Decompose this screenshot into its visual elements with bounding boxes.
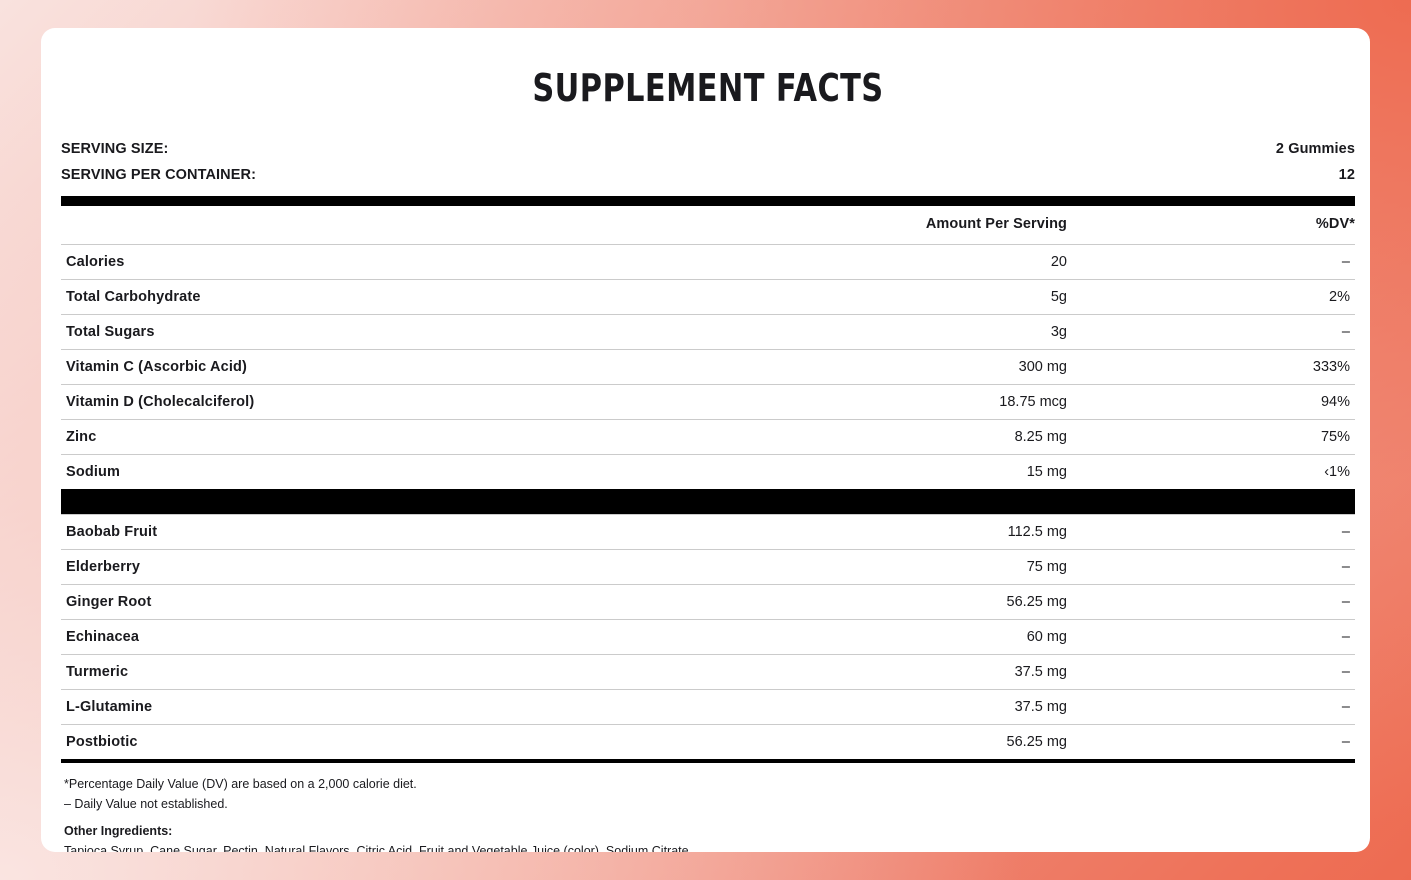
botanical-amount: 37.5 mg	[1014, 699, 1067, 715]
nutrients-table-head: Amount Per Serving %DV*	[61, 206, 1355, 245]
table-row: Turmeric 37.5 mg –	[61, 654, 1355, 690]
botanical-name: Baobab Fruit	[66, 524, 158, 540]
other-ingredients-heading: Other Ingredients:	[64, 824, 173, 838]
nutrient-dv: 333%	[1312, 359, 1350, 375]
column-header-amount: Amount Per Serving	[925, 216, 1067, 232]
serving-size-row: SERVING SIZE: 2 Gummies	[61, 136, 1355, 162]
nutrient-name: Total Carbohydrate	[66, 289, 201, 305]
column-header-name	[61, 206, 801, 245]
supplement-facts-card: SUPPLEMENT FACTS SERVING SIZE: 2 Gummies…	[41, 28, 1370, 852]
section-divider-rule	[61, 489, 1355, 514]
nutrient-name: Calories	[66, 254, 125, 270]
nutrient-amount: 18.75 mcg	[999, 394, 1067, 410]
nutrient-dv: 94%	[1320, 394, 1350, 410]
nutrient-dv: –	[1341, 254, 1350, 270]
table-row: Ginger Root 56.25 mg –	[61, 584, 1355, 620]
nutrient-amount: 15 mg	[1026, 464, 1067, 480]
botanical-dv: –	[1341, 559, 1350, 575]
botanical-dv: –	[1341, 629, 1350, 645]
nutrient-dv: 2%	[1329, 289, 1350, 305]
nutrient-name: Vitamin C (Ascorbic Acid)	[66, 359, 248, 375]
footnote-dv-not-established: – Daily Value not established.	[64, 797, 228, 811]
serving-size-value: 2 Gummies	[1275, 141, 1355, 157]
servings-per-container-row: SERVING PER CONTAINER: 12	[61, 162, 1355, 188]
botanical-name: Echinacea	[66, 629, 140, 645]
botanical-amount: 56.25 mg	[1006, 734, 1067, 750]
nutrient-name: Total Sugars	[66, 324, 155, 340]
column-header-row: Amount Per Serving %DV*	[61, 206, 1355, 245]
nutrient-dv: ‹1%	[1324, 464, 1350, 480]
table-row: Vitamin C (Ascorbic Acid) 300 mg 333%	[61, 349, 1355, 385]
table-row: Postbiotic 56.25 mg –	[61, 724, 1355, 760]
serving-info: SERVING SIZE: 2 Gummies SERVING PER CONT…	[61, 136, 1355, 188]
nutrient-name: Zinc	[66, 429, 97, 445]
nutrient-dv: –	[1341, 324, 1350, 340]
botanical-dv: –	[1341, 699, 1350, 715]
table-row: L-Glutamine 37.5 mg –	[61, 689, 1355, 725]
nutrient-name: Sodium	[66, 464, 121, 480]
botanicals-table-body: Baobab Fruit 112.5 mg – Elderberry 75 mg…	[61, 514, 1355, 760]
nutrient-amount: 20	[1050, 254, 1067, 270]
page-title: SUPPLEMENT FACTS	[532, 66, 884, 110]
table-closing-rule	[61, 759, 1355, 763]
botanical-amount: 75 mg	[1026, 559, 1067, 575]
servings-per-container-label: SERVING PER CONTAINER:	[61, 167, 257, 183]
nutrient-amount: 300 mg	[1018, 359, 1067, 375]
nutrient-dv: 75%	[1320, 429, 1350, 445]
botanical-amount: 60 mg	[1026, 629, 1067, 645]
botanical-dv: –	[1341, 664, 1350, 680]
botanical-dv: –	[1341, 524, 1350, 540]
nutrient-name: Vitamin D (Cholecalciferol)	[66, 394, 255, 410]
nutrients-table: Amount Per Serving %DV* Calories 20 – To…	[61, 206, 1355, 489]
table-row: Total Carbohydrate 5g 2%	[61, 279, 1355, 315]
botanical-name: Turmeric	[66, 664, 129, 680]
botanical-name: Elderberry	[66, 559, 141, 575]
footnote-dv-basis: *Percentage Daily Value (DV) are based o…	[64, 777, 417, 791]
botanical-name: Postbiotic	[66, 734, 138, 750]
table-row: Vitamin D (Cholecalciferol) 18.75 mcg 94…	[61, 384, 1355, 420]
servings-per-container-value: 12	[1338, 167, 1355, 183]
table-row: Echinacea 60 mg –	[61, 619, 1355, 655]
column-header-dv: %DV*	[1315, 216, 1355, 232]
table-row: Elderberry 75 mg –	[61, 549, 1355, 585]
footnotes: *Percentage Daily Value (DV) are based o…	[61, 774, 1355, 852]
botanical-name: Ginger Root	[66, 594, 152, 610]
nutrients-table-body: Calories 20 – Total Carbohydrate 5g 2% T…	[61, 244, 1355, 490]
botanical-dv: –	[1341, 734, 1350, 750]
nutrient-amount: 3g	[1050, 324, 1067, 340]
botanical-amount: 56.25 mg	[1006, 594, 1067, 610]
serving-size-label: SERVING SIZE:	[61, 141, 169, 157]
table-row: Baobab Fruit 112.5 mg –	[61, 514, 1355, 550]
botanical-amount: 112.5 mg	[1007, 524, 1067, 540]
label-inner: SUPPLEMENT FACTS SERVING SIZE: 2 Gummies…	[61, 28, 1355, 852]
table-row: Zinc 8.25 mg 75%	[61, 419, 1355, 455]
nutrient-amount: 5g	[1050, 289, 1067, 305]
botanicals-table: Baobab Fruit 112.5 mg – Elderberry 75 mg…	[61, 514, 1355, 759]
nutrient-amount: 8.25 mg	[1014, 429, 1067, 445]
table-row: Total Sugars 3g –	[61, 314, 1355, 350]
table-row: Calories 20 –	[61, 244, 1355, 280]
botanical-name: L-Glutamine	[66, 699, 153, 715]
botanical-amount: 37.5 mg	[1014, 664, 1067, 680]
botanical-dv: –	[1341, 594, 1350, 610]
other-ingredients-list: Tapioca Syrup, Cane Sugar, Pectin, Natur…	[64, 844, 689, 852]
table-row: Sodium 15 mg ‹1%	[61, 454, 1355, 490]
header-rule	[61, 196, 1355, 206]
